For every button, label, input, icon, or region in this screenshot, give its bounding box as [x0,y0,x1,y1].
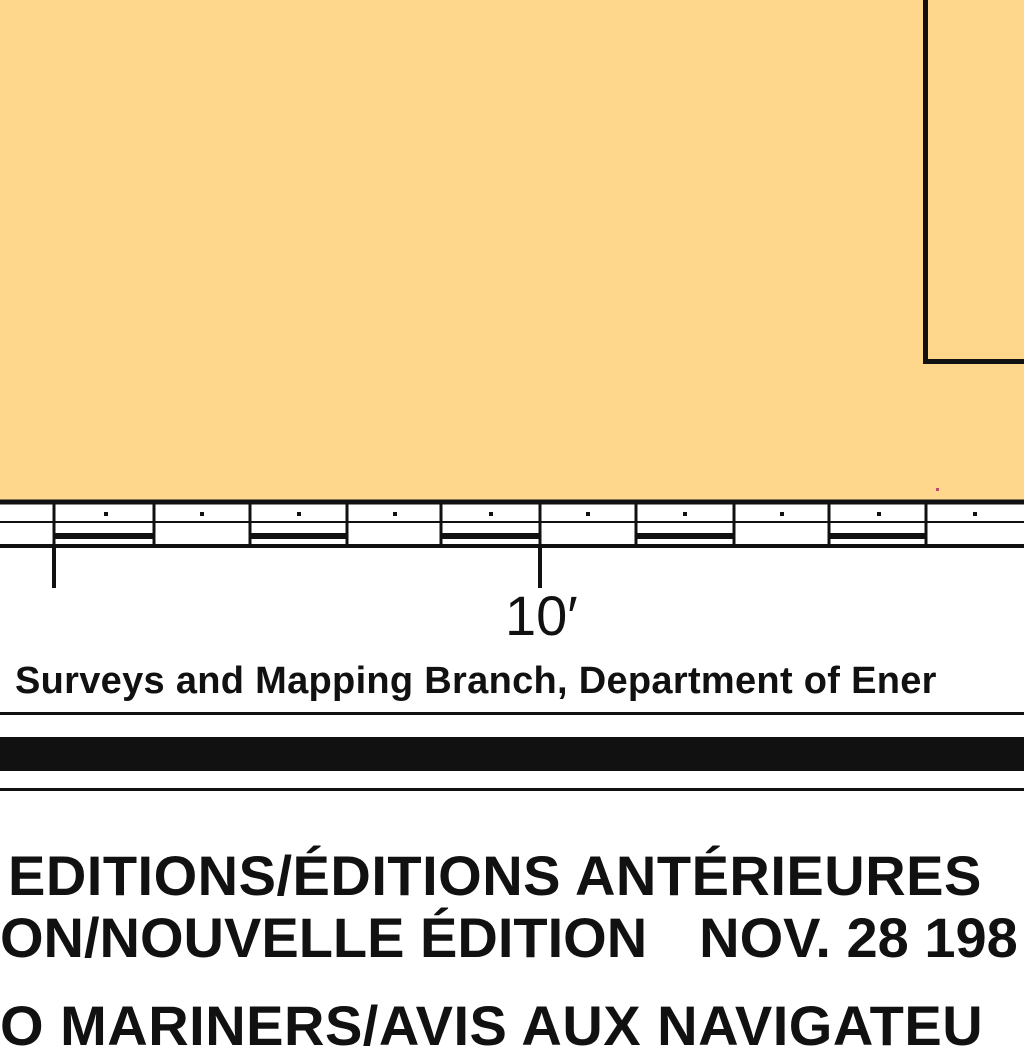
survey-credit-line: Surveys and Mapping Branch, Department o… [15,660,937,702]
new-edition-date: NOV. 28 198 [699,906,1018,969]
longitude-label: 10′ [505,584,578,647]
inset-frame [923,0,1024,364]
previous-editions-heading: EDITIONS/ÉDITIONS ANTÉRIEURES [8,844,982,907]
latitude-longitude-border-scale [0,499,1024,588]
divider-thin-top [0,712,1024,715]
border-scale-dividers [52,502,928,546]
new-edition-row: ON/NOUVELLE ÉDITION NOV. 28 198 [0,910,1018,966]
notices-to-mariners-heading: O MARINERS/AVIS AUX NAVIGATEU [0,994,984,1057]
map-land-area [0,0,1024,500]
divider-thin-bottom [0,788,1024,791]
divider-thick [0,737,1024,771]
map-point-marker [936,488,939,491]
border-scale-dots [104,512,977,516]
longitude-tick-marks [52,546,542,588]
new-edition-label: ON/NOUVELLE ÉDITION [0,906,648,969]
border-scale-lines [0,499,1024,548]
